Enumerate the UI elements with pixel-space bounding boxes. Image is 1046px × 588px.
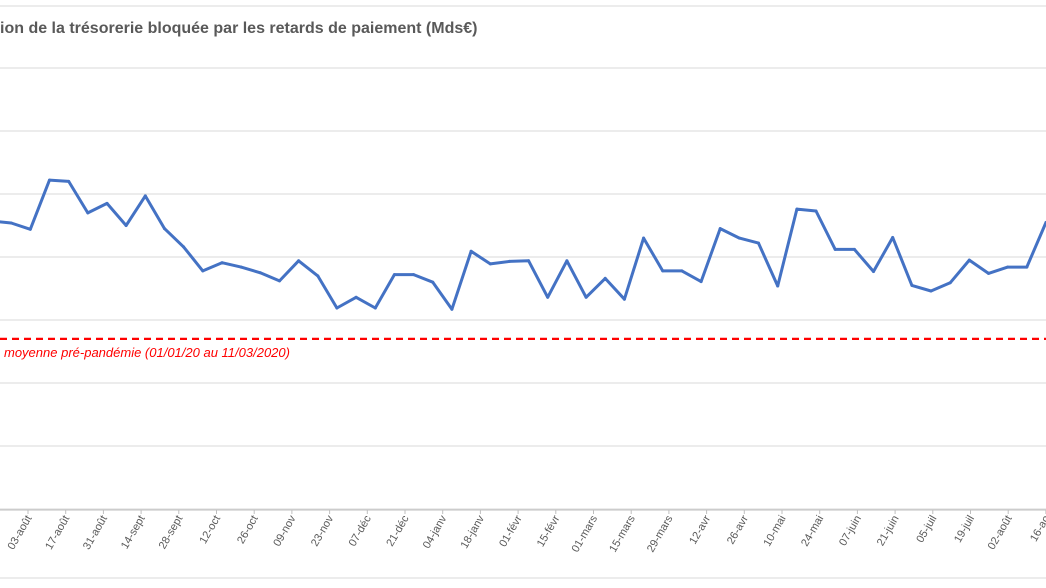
x-tick-label: 26-avr <box>725 513 751 546</box>
x-tick-label: 24-mai <box>799 514 826 549</box>
x-tick-label: 10-mai <box>761 514 788 549</box>
data-point <box>565 259 569 263</box>
data-point <box>143 194 147 198</box>
x-tick-label: 12-avr <box>687 513 713 546</box>
data-point <box>488 262 492 266</box>
data-point <box>431 280 435 284</box>
x-tick-label: 26-oct <box>235 514 261 546</box>
x-tick-label: 02-août <box>986 514 1015 552</box>
data-point <box>220 261 224 265</box>
x-tick-label: 19-juil <box>952 514 977 545</box>
data-point <box>929 289 933 293</box>
data-point <box>9 221 13 225</box>
data-point <box>201 269 205 273</box>
reference-line-group: moyenne pré-pandémie (01/01/20 au 11/03/… <box>0 337 1046 360</box>
chart-title: ion de la trésorerie bloquée par les ret… <box>0 20 478 37</box>
data-point <box>622 297 626 301</box>
data-point <box>392 273 396 277</box>
x-tick-label: 29-mars <box>645 513 676 554</box>
x-tick-label: 09-nov <box>271 513 298 549</box>
x-tick-label: 12-oct <box>197 514 223 546</box>
data-point <box>737 236 741 240</box>
data-point <box>239 265 243 269</box>
x-tick-label: 01-mars <box>570 513 601 554</box>
data-point <box>124 224 128 227</box>
data-point <box>718 227 722 231</box>
data-point <box>661 269 665 273</box>
data-point <box>105 201 109 205</box>
data-point <box>354 295 358 299</box>
x-tick-label: 21-juin <box>875 514 902 549</box>
data-point <box>1025 265 1029 269</box>
gridlines <box>0 5 1046 579</box>
x-tick-label: 17-août <box>43 514 72 552</box>
data-point <box>833 247 837 251</box>
x-tick-label: 21-déc <box>384 513 411 549</box>
data-point <box>182 245 186 249</box>
data-point <box>316 274 320 278</box>
data-point <box>1006 265 1010 269</box>
data-point <box>412 273 416 277</box>
series-line-0 <box>0 178 1046 311</box>
data-point <box>278 279 281 283</box>
data-point <box>642 236 646 240</box>
data-point <box>48 178 51 182</box>
data-point <box>987 271 990 275</box>
data-point <box>373 306 377 310</box>
x-tick-label: 23-nov <box>309 513 336 549</box>
x-tick-label: 16-ao <box>1028 514 1046 544</box>
data-point <box>795 207 799 211</box>
x-tick-label: 15-févr <box>535 513 563 549</box>
data-point <box>967 258 971 262</box>
x-tick-label: 03-août <box>6 514 35 552</box>
data-point <box>814 209 818 213</box>
data-point <box>584 295 588 299</box>
data-point <box>297 259 301 263</box>
data-point <box>258 271 262 275</box>
data-point <box>450 307 454 311</box>
x-tick-label: 15-mars <box>607 513 638 554</box>
x-tick-label: 28-sept <box>157 514 186 552</box>
x-tick-label: 18-janv <box>459 513 488 551</box>
data-point <box>603 276 607 280</box>
data-point <box>680 269 684 273</box>
data-point <box>67 179 71 183</box>
x-tick-label: 07-juin <box>837 514 864 549</box>
data-point <box>757 241 760 245</box>
data-point <box>507 259 511 263</box>
data-point <box>910 283 914 287</box>
data-point <box>852 247 856 251</box>
data-point <box>776 284 780 288</box>
data-point <box>163 227 166 231</box>
data-point <box>86 211 90 215</box>
data-point <box>699 280 703 284</box>
x-tick-label: 07-déc <box>347 513 374 549</box>
x-axis: 03-août 17-août 31-août 14-sept 28-sept 12-oc… <box>6 510 1046 554</box>
reference-line-label: moyenne pré-pandémie (01/01/20 au 11/03/… <box>4 345 290 360</box>
data-point <box>335 306 339 310</box>
data-point <box>891 236 895 239</box>
x-tick-label: 05-juil <box>914 514 939 545</box>
x-tick-label: 04-janv <box>421 513 450 551</box>
data-point <box>527 259 531 263</box>
x-tick-label: 14-sept <box>119 514 148 552</box>
data-point <box>872 270 875 273</box>
data-point <box>948 281 952 285</box>
data-point <box>546 295 550 299</box>
x-tick-label: 01-févr <box>497 513 525 549</box>
data-point <box>469 249 473 253</box>
x-tick-label: 31-août <box>81 514 110 552</box>
series-group <box>0 178 1046 311</box>
data-point <box>28 227 32 231</box>
